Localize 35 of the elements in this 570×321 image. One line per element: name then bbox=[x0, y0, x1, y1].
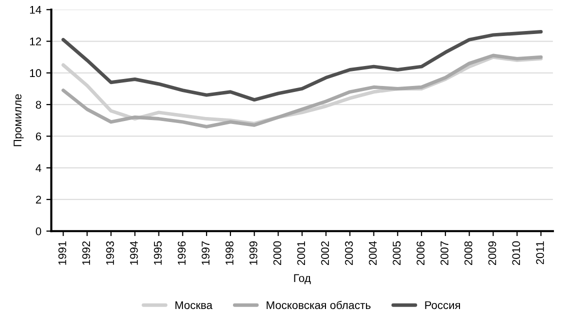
y-tick-label: 6 bbox=[36, 132, 42, 140]
x-tick-label: 2004 bbox=[368, 241, 377, 265]
x-tick-label: 2009 bbox=[488, 241, 496, 265]
y-tick-label: 2 bbox=[36, 196, 42, 204]
legend-label: Московская область bbox=[266, 300, 371, 310]
x-tick-label: 2005 bbox=[392, 241, 401, 265]
y-tick-label: 10 bbox=[30, 69, 42, 78]
x-tick-label: 2002 bbox=[321, 241, 329, 265]
x-tick-label: 1995 bbox=[154, 241, 162, 265]
x-tick-label: 2007 bbox=[440, 241, 448, 265]
x-tick-label: 1996 bbox=[178, 241, 186, 265]
line-series bbox=[62, 30, 543, 102]
legend-label: Москва bbox=[175, 301, 212, 310]
x-tick-label: 2003 bbox=[344, 241, 353, 265]
x-tick-label: 1998 bbox=[226, 241, 234, 265]
x-tick-label: 2010 bbox=[512, 241, 520, 265]
x-tick-label: 2008 bbox=[464, 241, 472, 265]
y-tick-label: 14 bbox=[30, 6, 42, 14]
x-tick-label: 2006 bbox=[416, 241, 425, 265]
x-tick-label: 1997 bbox=[202, 241, 210, 265]
x-tick-label: 1991 bbox=[58, 241, 66, 265]
y-tick-label: 8 bbox=[36, 100, 42, 109]
y-tick-label: 4 bbox=[36, 164, 42, 172]
x-tick-label: 1994 bbox=[130, 241, 138, 265]
x-tick-label: 1999 bbox=[249, 241, 258, 265]
y-tick-label: 12 bbox=[30, 38, 42, 46]
x-tick-label: 2011 bbox=[536, 241, 544, 264]
y-tick-label: 0 bbox=[36, 227, 42, 236]
x-tick-label: 1993 bbox=[106, 241, 114, 265]
x-tick-label: 1992 bbox=[82, 241, 90, 265]
x-axis-title: Год bbox=[294, 274, 311, 284]
y-axis-title: Промилле bbox=[14, 94, 24, 146]
x-tick-label: 2000 bbox=[273, 241, 282, 265]
legend-label: Россия bbox=[425, 301, 460, 310]
x-tick-label: 2001 bbox=[297, 241, 306, 265]
